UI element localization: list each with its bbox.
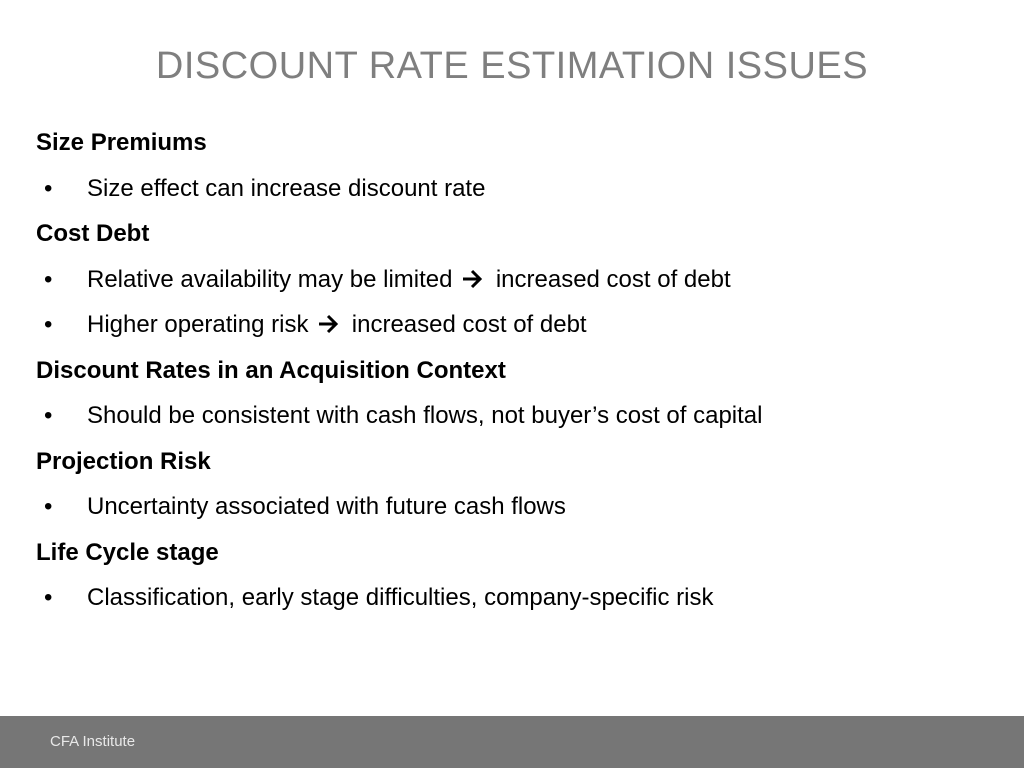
- bullet-item: • Classification, early stage difficulti…: [36, 575, 996, 621]
- bullet-text: Should be consistent with cash flows, no…: [87, 402, 763, 429]
- slide-title: DISCOUNT RATE ESTIMATION ISSUES: [155, 45, 869, 87]
- bullet-item: • Uncertainty associated with future cas…: [36, 484, 996, 530]
- slide-content: Size Premiums • Size effect can increase…: [36, 120, 996, 621]
- footer-text: CFA Institute: [50, 733, 136, 750]
- bullet-dot: •: [44, 174, 53, 202]
- bullet-text: Higher operating risk: [87, 311, 309, 338]
- bullet-dot: •: [44, 311, 53, 338]
- footer-bar: CFA Institute: [0, 716, 1024, 768]
- section-heading: Life Cycle stage: [36, 538, 219, 566]
- bullet-item: • Higher operating risk increased cost o…: [36, 302, 996, 348]
- bullet-dot: •: [44, 402, 53, 429]
- bullet-item: • Relative availability may be limited i…: [36, 257, 996, 303]
- section-heading: Cost Debt: [36, 220, 150, 247]
- bullet-text: Uncertainty associated with future cash …: [87, 493, 566, 520]
- bullet-text-after: increased cost of debt: [351, 311, 587, 338]
- bullet-text: Classification, early stage difficulties…: [87, 584, 714, 611]
- section-heading: Discount Rates in an Acquisition Context: [36, 356, 506, 384]
- bullet-text: Relative availability may be limited: [87, 265, 453, 293]
- bullet-item: • Size effect can increase discount rate: [36, 166, 996, 212]
- section-heading: Projection Risk: [36, 447, 211, 475]
- bullet-item: • Should be consistent with cash flows, …: [36, 393, 996, 439]
- bullet-dot: •: [44, 265, 53, 293]
- right-arrow-icon: [463, 269, 483, 288]
- bullet-text: Size effect can increase discount rate: [87, 174, 486, 202]
- right-arrow-icon: [319, 314, 339, 334]
- section-heading: Size Premiums: [36, 129, 207, 156]
- bullet-text-after: increased cost of debt: [495, 265, 731, 293]
- bullet-dot: •: [44, 493, 53, 520]
- bullet-dot: •: [44, 584, 53, 611]
